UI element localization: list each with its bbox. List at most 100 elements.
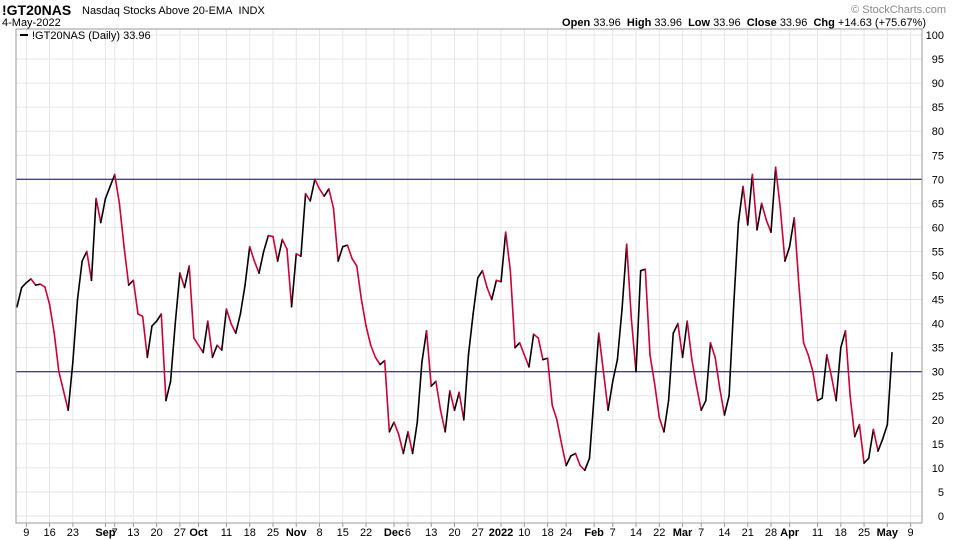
x-tick-label: 22 bbox=[360, 527, 372, 539]
series-segment-down bbox=[295, 253, 302, 258]
close-value: 33.96 bbox=[779, 17, 808, 29]
x-tick-label: 11 bbox=[221, 527, 232, 539]
series-segment-down bbox=[332, 207, 339, 262]
x-tick-label: Apr bbox=[780, 527, 800, 539]
series-segment-down bbox=[798, 284, 805, 344]
series-segment-up bbox=[169, 322, 177, 383]
series-segment-up bbox=[788, 216, 796, 248]
series-segment-up bbox=[220, 308, 228, 351]
series-segment-down bbox=[509, 269, 516, 349]
series-segment-up bbox=[867, 428, 875, 460]
y-tick-label: 60 bbox=[932, 222, 944, 234]
series-segment-down bbox=[30, 278, 37, 286]
series-segment-down bbox=[53, 332, 60, 373]
series-segment-up bbox=[300, 192, 307, 258]
x-tick-label: 15 bbox=[337, 527, 349, 539]
y-tick-label: 45 bbox=[932, 295, 944, 307]
series-segment-up bbox=[155, 313, 163, 322]
series-segment-up bbox=[770, 166, 777, 234]
series-segment-up bbox=[20, 281, 28, 289]
x-tick-label: 16 bbox=[43, 527, 55, 539]
x-tick-label: 23 bbox=[67, 527, 79, 539]
series-segment-up bbox=[337, 245, 344, 262]
series-segment-up bbox=[663, 399, 670, 433]
series-segment-down bbox=[597, 332, 605, 373]
x-tick-label: 18 bbox=[835, 527, 847, 539]
series-segment-down bbox=[439, 409, 446, 433]
series-segment-down bbox=[407, 431, 414, 455]
y-tick-label: 75 bbox=[932, 150, 944, 162]
series-segment-down bbox=[118, 202, 125, 248]
series-segment-up bbox=[444, 390, 451, 433]
x-tick-label: 7 bbox=[112, 527, 118, 539]
series-segment-down bbox=[62, 390, 69, 411]
series-segment-down bbox=[355, 265, 363, 301]
series-segment-up bbox=[723, 394, 730, 416]
series-segment-up bbox=[463, 354, 470, 421]
series-segment-down bbox=[556, 418, 563, 445]
series-segment-down bbox=[686, 320, 693, 361]
x-tick-label: 20 bbox=[448, 527, 460, 539]
series-segment-up bbox=[881, 423, 889, 440]
series-segment-up bbox=[877, 438, 884, 452]
series-segment-down bbox=[844, 330, 851, 397]
series-segment-up bbox=[584, 457, 591, 472]
symbol-name: Nasdaq Stocks Above 20-EMA bbox=[82, 5, 233, 17]
series-segment-up bbox=[835, 346, 842, 402]
y-tick-label: 55 bbox=[932, 246, 944, 258]
high-label: High bbox=[626, 17, 652, 29]
series-segment-up bbox=[234, 313, 242, 335]
series-segment-down bbox=[351, 257, 358, 267]
series-segment-up bbox=[174, 272, 181, 325]
x-tick-label: May bbox=[877, 527, 899, 539]
series-segment-down bbox=[141, 315, 149, 359]
series-segment-up bbox=[309, 178, 316, 202]
x-tick-label: Mar bbox=[673, 527, 693, 539]
series-segment-down bbox=[858, 423, 865, 464]
x-tick-label: 13 bbox=[127, 527, 139, 539]
x-tick-label: 25 bbox=[267, 527, 279, 539]
series-segment-up bbox=[127, 279, 135, 286]
series-segment-down bbox=[523, 354, 530, 368]
series-segment-down bbox=[193, 337, 200, 347]
series-segment-down bbox=[346, 244, 353, 260]
series-segment-up bbox=[784, 245, 791, 262]
series-segment-up bbox=[453, 391, 460, 411]
series-segment-down bbox=[826, 354, 833, 378]
series-segment-down bbox=[579, 464, 586, 472]
series-segment-up bbox=[616, 308, 623, 361]
series-segment-down bbox=[95, 197, 102, 224]
series-segment-up bbox=[109, 173, 116, 188]
series-segment-up bbox=[672, 322, 679, 335]
legend-text: !GT20NAS (Daily) 33.96 bbox=[32, 30, 151, 42]
y-tick-label: 5 bbox=[938, 487, 944, 499]
series-segment-up bbox=[323, 188, 330, 197]
series-segment-down bbox=[691, 358, 698, 387]
series-segment-down bbox=[425, 330, 433, 387]
series-segment-up bbox=[821, 354, 828, 399]
series-segment-up bbox=[472, 277, 479, 315]
x-tick-label: 22 bbox=[653, 527, 665, 539]
brand-watermark: © StockCharts.com bbox=[851, 4, 946, 16]
series-segment-down bbox=[216, 344, 223, 351]
high-value: 33.96 bbox=[654, 17, 682, 29]
x-tick-label: 25 bbox=[858, 527, 870, 539]
y-tick-label: 90 bbox=[932, 78, 944, 90]
y-tick-label: 30 bbox=[932, 367, 944, 379]
series-segment-down bbox=[518, 342, 526, 356]
series-segment-up bbox=[737, 185, 744, 224]
x-tick-label: 21 bbox=[742, 527, 754, 539]
open-value: 33.96 bbox=[593, 17, 621, 29]
y-tick-label: 50 bbox=[932, 271, 944, 283]
x-tick-label: Dec bbox=[384, 527, 404, 539]
x-tick-label: 28 bbox=[765, 527, 777, 539]
series-segment-up bbox=[290, 253, 298, 308]
y-tick-label: 85 bbox=[932, 102, 944, 114]
series-segment-up bbox=[839, 330, 847, 349]
series-segment-down bbox=[849, 394, 856, 438]
series-segment-down bbox=[714, 356, 721, 390]
x-tick-label: 11 bbox=[812, 527, 823, 539]
series-segment-down bbox=[179, 272, 186, 289]
exchange-label: INDX bbox=[238, 5, 265, 17]
